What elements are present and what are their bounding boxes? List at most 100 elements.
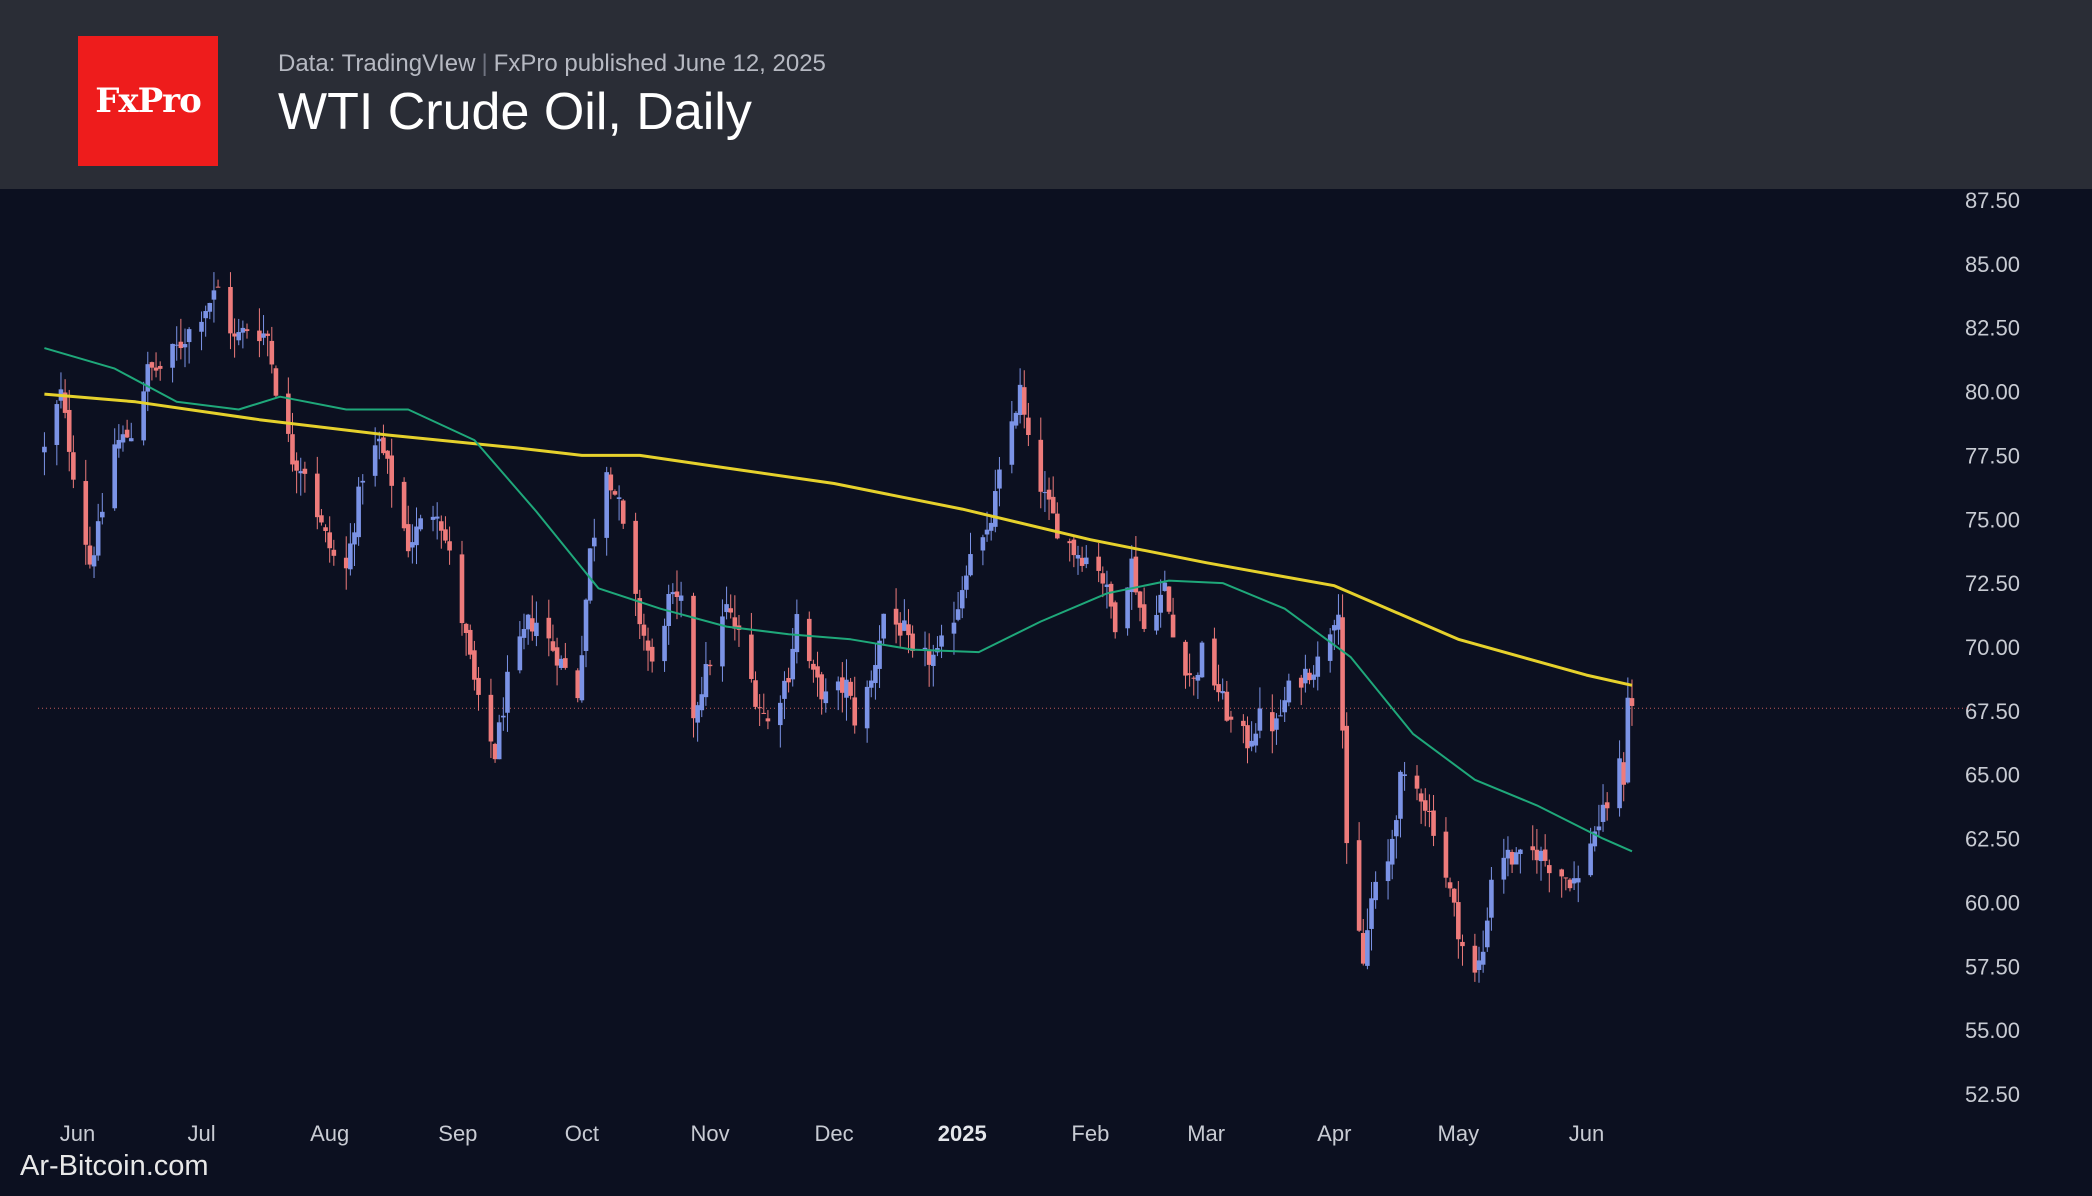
candle-body	[1484, 920, 1490, 948]
candle-body	[1617, 758, 1622, 809]
candle-body	[174, 344, 180, 346]
candle-body	[91, 555, 97, 567]
candle-body	[1505, 849, 1511, 859]
y-tick-label: 75.00	[1965, 507, 2020, 532]
candle-body	[1241, 720, 1246, 727]
candle-body	[1356, 840, 1362, 931]
candle-body	[447, 541, 452, 551]
x-tick-label: Dec	[815, 1121, 854, 1146]
candle-body	[352, 532, 357, 545]
candle-body	[1278, 715, 1283, 717]
candle-body	[1422, 800, 1428, 811]
candle-body	[1245, 725, 1250, 749]
candle-body	[823, 691, 829, 704]
candle-body	[1394, 820, 1399, 837]
candle-body	[401, 481, 407, 529]
candle-body	[1336, 614, 1341, 630]
candle-body	[1327, 634, 1333, 661]
candle-body	[302, 468, 308, 474]
candle-body	[984, 529, 990, 535]
candle-body	[1104, 584, 1110, 587]
candle-body	[323, 527, 328, 531]
candle-body	[1170, 614, 1176, 638]
candle-body	[1476, 960, 1482, 971]
candle-body	[897, 622, 903, 636]
candle-body	[327, 532, 332, 549]
candle-body	[257, 330, 262, 342]
candle-body	[343, 557, 349, 569]
y-tick-label: 62.50	[1965, 827, 2020, 852]
candle-body	[678, 595, 684, 601]
candle-body	[240, 327, 246, 333]
candle-body	[1224, 691, 1230, 721]
candle-body	[1592, 831, 1598, 847]
candle-body	[902, 620, 907, 631]
candle-body	[1298, 677, 1304, 688]
candle-body	[939, 635, 944, 647]
candle-body	[753, 680, 758, 707]
candle-body	[1509, 851, 1515, 865]
candle-body	[443, 529, 448, 541]
candle-body	[1013, 412, 1019, 426]
y-tick-label: 67.50	[1965, 699, 2020, 724]
candle-body	[1129, 558, 1135, 593]
candle-body	[840, 677, 845, 693]
candle-body	[1075, 554, 1081, 559]
candles	[42, 272, 1635, 983]
candle-body	[732, 617, 738, 629]
candle-body	[1191, 677, 1197, 679]
y-tick-label: 80.00	[1965, 380, 2020, 405]
candle-body	[993, 491, 998, 527]
candle-body	[83, 481, 89, 545]
published-date: FxPro published June 12, 2025	[493, 50, 826, 77]
y-tick-label: 77.50	[1965, 443, 2020, 468]
candle-body	[955, 609, 961, 620]
candle-body	[1389, 838, 1395, 865]
candle-body	[1596, 826, 1602, 831]
data-source: Data: TradingVIew	[278, 50, 476, 77]
candle-body	[215, 286, 221, 288]
candle-body	[563, 658, 568, 668]
candle-body	[844, 679, 849, 698]
ma-50-line	[44, 347, 1633, 853]
y-tick-label: 72.50	[1965, 571, 2020, 596]
candle-body	[612, 491, 618, 495]
candle-body	[786, 677, 791, 683]
candle-body	[546, 617, 552, 639]
candle-body	[128, 438, 134, 442]
candle-body	[385, 450, 390, 459]
candle-body	[815, 666, 820, 678]
candle-body	[1332, 625, 1337, 631]
candle-body	[488, 694, 494, 742]
candle-body	[290, 434, 295, 465]
separator: |	[481, 50, 488, 77]
x-tick-label: Jun	[1569, 1121, 1604, 1146]
candle-body	[1625, 697, 1631, 783]
candle-body	[1183, 641, 1188, 676]
candle-body	[505, 671, 510, 713]
candle-body	[294, 460, 299, 471]
candle-body	[95, 521, 101, 556]
y-tick-label: 65.00	[1965, 763, 2020, 788]
candle-body	[112, 444, 118, 509]
candle-body	[1021, 387, 1027, 415]
candle-body	[1228, 716, 1234, 720]
candle-body	[1274, 718, 1279, 730]
candle-body	[1212, 638, 1217, 686]
candle-body	[641, 624, 647, 636]
candle-body	[319, 515, 324, 523]
candle-body	[1042, 492, 1048, 494]
candle-body	[703, 664, 709, 698]
candle-body	[141, 391, 146, 441]
candle-body	[852, 697, 858, 726]
candle-body	[1600, 804, 1606, 822]
candle-body	[1629, 698, 1635, 706]
candle-body	[1096, 556, 1101, 571]
candle-body	[153, 367, 159, 371]
candle-body	[1489, 879, 1494, 918]
candle-body	[170, 343, 175, 368]
candle-body	[1286, 680, 1292, 703]
candle-body	[906, 624, 911, 636]
candle-body	[381, 437, 386, 454]
candle-body	[579, 655, 585, 701]
